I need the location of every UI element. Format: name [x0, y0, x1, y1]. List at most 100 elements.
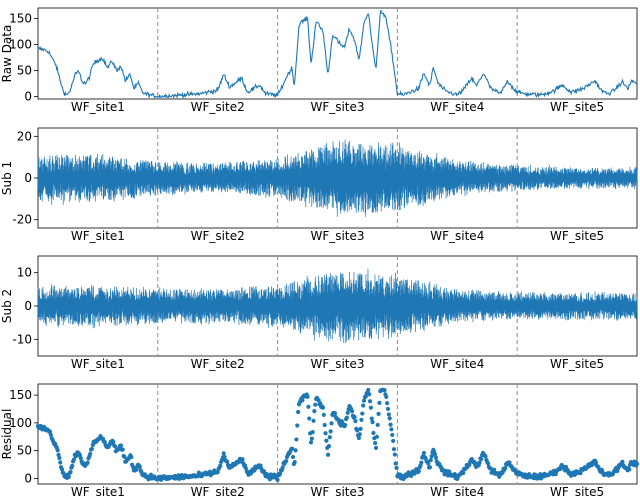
data-point — [373, 445, 379, 450]
data-point — [292, 459, 297, 465]
data-point — [426, 461, 431, 466]
data-point — [332, 411, 338, 416]
data-point — [89, 446, 95, 452]
data-point — [477, 460, 482, 465]
x-tick-label: WF_site4 — [430, 100, 484, 114]
data-point — [429, 454, 434, 459]
data-point — [377, 400, 382, 405]
data-point — [85, 460, 90, 465]
data-point — [385, 406, 391, 412]
data-point — [328, 429, 333, 434]
data-point — [389, 427, 394, 432]
data-point — [306, 404, 311, 409]
y-tick-label: 50 — [17, 444, 32, 458]
y-tick-label: 100 — [9, 37, 32, 51]
y-axis-label: Sub 1 — [0, 161, 14, 195]
data-point — [371, 430, 376, 436]
data-point — [294, 437, 299, 442]
data-point — [461, 470, 466, 476]
data-point — [88, 451, 93, 457]
x-tick-label: WF_site4 — [430, 485, 484, 497]
data-point — [384, 394, 389, 399]
y-axis-label: Residual — [0, 409, 14, 460]
x-tick-label: WF_site5 — [550, 357, 604, 371]
data-point — [326, 444, 332, 449]
x-tick-label: WF_site5 — [550, 100, 604, 114]
data-point — [296, 409, 301, 415]
x-tick-label: WF_site2 — [191, 485, 245, 497]
data-point — [393, 461, 398, 466]
y-tick-label: 10 — [17, 266, 32, 280]
data-point — [58, 460, 63, 465]
data-point — [312, 409, 317, 414]
data-point — [305, 394, 310, 399]
data-point — [59, 467, 65, 472]
data-point — [392, 452, 397, 457]
data-point — [627, 467, 632, 472]
data-point — [634, 461, 640, 466]
data-point — [316, 398, 321, 403]
data-point — [325, 452, 331, 457]
plot-frame — [37, 7, 638, 100]
data-point — [327, 435, 332, 440]
y-axis-label: Sub 2 — [0, 289, 14, 323]
data-point — [503, 466, 508, 471]
series-line — [37, 9, 638, 100]
data-point — [394, 465, 399, 471]
data-point — [221, 451, 226, 456]
data-point — [359, 417, 364, 422]
data-point — [367, 392, 372, 397]
data-point — [345, 410, 350, 415]
data-point — [290, 454, 296, 460]
data-point — [295, 423, 300, 428]
data-point — [388, 422, 393, 427]
data-point — [134, 467, 139, 472]
data-point — [313, 402, 318, 407]
data-point — [129, 454, 134, 460]
data-point — [361, 403, 366, 408]
data-point — [360, 411, 365, 416]
data-point — [368, 405, 373, 410]
data-point — [391, 438, 396, 444]
y-tick-label: 100 — [9, 416, 32, 430]
x-tick-label: WF_site2 — [191, 229, 245, 243]
data-point — [427, 465, 433, 470]
data-point — [361, 398, 367, 403]
data-point — [390, 432, 395, 438]
y-tick-label: 150 — [9, 388, 32, 402]
x-tick-label: WF_site4 — [430, 357, 484, 371]
data-point — [290, 446, 295, 451]
x-tick-label: WF_site3 — [310, 229, 364, 243]
data-point — [479, 456, 484, 462]
data-point — [222, 454, 227, 459]
data-point — [47, 429, 53, 434]
y-tick-label: 0 — [24, 299, 32, 313]
x-tick-label: WF_site3 — [310, 357, 364, 371]
data-point — [321, 412, 326, 417]
data-point — [225, 459, 230, 464]
data-point — [118, 443, 124, 448]
data-point — [419, 460, 424, 465]
data-point — [366, 387, 371, 393]
plot-frame — [37, 383, 638, 485]
x-tick-label: WF_site3 — [310, 485, 364, 497]
data-point — [280, 465, 285, 470]
data-point — [240, 457, 245, 462]
data-point — [382, 388, 387, 393]
data-point — [284, 458, 289, 464]
data-point — [356, 435, 361, 441]
data-point — [324, 438, 329, 443]
y-tick-label: -10 — [12, 332, 32, 346]
data-point — [349, 409, 355, 414]
data-point — [428, 457, 433, 463]
data-point — [344, 415, 350, 420]
data-point — [137, 464, 142, 469]
data-point — [278, 471, 283, 476]
data-point — [385, 401, 390, 406]
data-point — [310, 430, 315, 435]
data-point — [370, 420, 375, 425]
data-point — [391, 447, 397, 452]
data-point — [352, 414, 357, 420]
